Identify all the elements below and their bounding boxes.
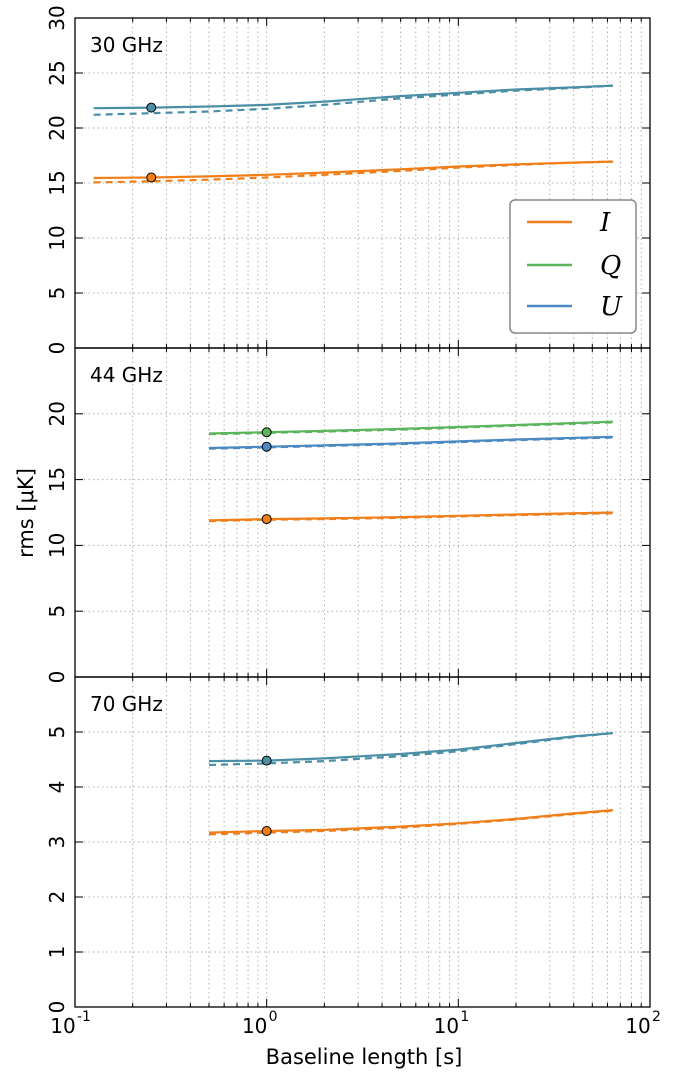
y-tick-label: 10 [45,225,69,250]
x-tick-label: 10 [434,1014,459,1038]
y-tick-label: 2 [45,891,69,904]
y-tick-label: 30 [45,5,69,30]
series-line-i-dashed [208,809,613,836]
y-tick-label: 3 [45,836,69,849]
x-tick-exponent: 2 [652,1009,661,1025]
y-tick-label: 20 [45,401,69,426]
y-tick-label: 0 [45,1001,69,1014]
x-tick-label: 10 [625,1014,650,1038]
legend: I Q U [509,199,637,334]
panel-label: 30 GHz [90,33,163,57]
data-marker [146,172,157,183]
y-tick-label: 15 [45,467,69,492]
x-tick-label: 10 [242,1014,267,1038]
axis-ticks [74,17,651,1008]
series-line-u-solid [208,732,613,763]
data-series [93,84,614,836]
panel-label: 70 GHz [90,692,163,716]
x-tick-label: 10 [50,1014,75,1038]
y-axis-label: rms [μK] [14,468,38,558]
y-tick-label: 25 [45,60,69,85]
legend-box [509,199,637,334]
data-marker [261,427,272,438]
series-line-u-dashed [93,84,613,116]
x-axis-label: Baseline length [s] [266,1045,463,1069]
data-marker [261,755,272,766]
y-tick-label: 4 [45,781,69,794]
legend-label-i: I [599,208,611,238]
x-tick-exponent: 1 [460,1009,469,1025]
legend-label-u: U [600,292,623,322]
x-tick-exponent: 0 [269,1009,278,1025]
data-marker [146,102,157,113]
data-marker [261,514,272,525]
series-line-u-solid [93,84,613,110]
legend-label-q: Q [600,251,621,281]
y-tick-label: 5 [45,287,69,300]
y-tick-label: 0 [45,671,69,684]
data-marker [261,826,272,836]
y-tick-label: 20 [45,115,69,140]
data-marker [261,441,272,452]
y-tick-label: 10 [45,533,69,558]
y-tick-label: 1 [45,946,69,959]
series-line-u-dashed [208,732,614,767]
y-tick-label: 5 [45,726,69,739]
panel-label: 44 GHz [90,363,163,387]
series-line-i-dashed [93,160,613,184]
y-tick-label: 15 [45,170,69,195]
x-tick-exponent: -1 [77,1009,91,1025]
y-tick-label: 5 [45,605,69,618]
series-line-i-solid [93,160,613,180]
y-tick-label: 0 [45,342,69,355]
